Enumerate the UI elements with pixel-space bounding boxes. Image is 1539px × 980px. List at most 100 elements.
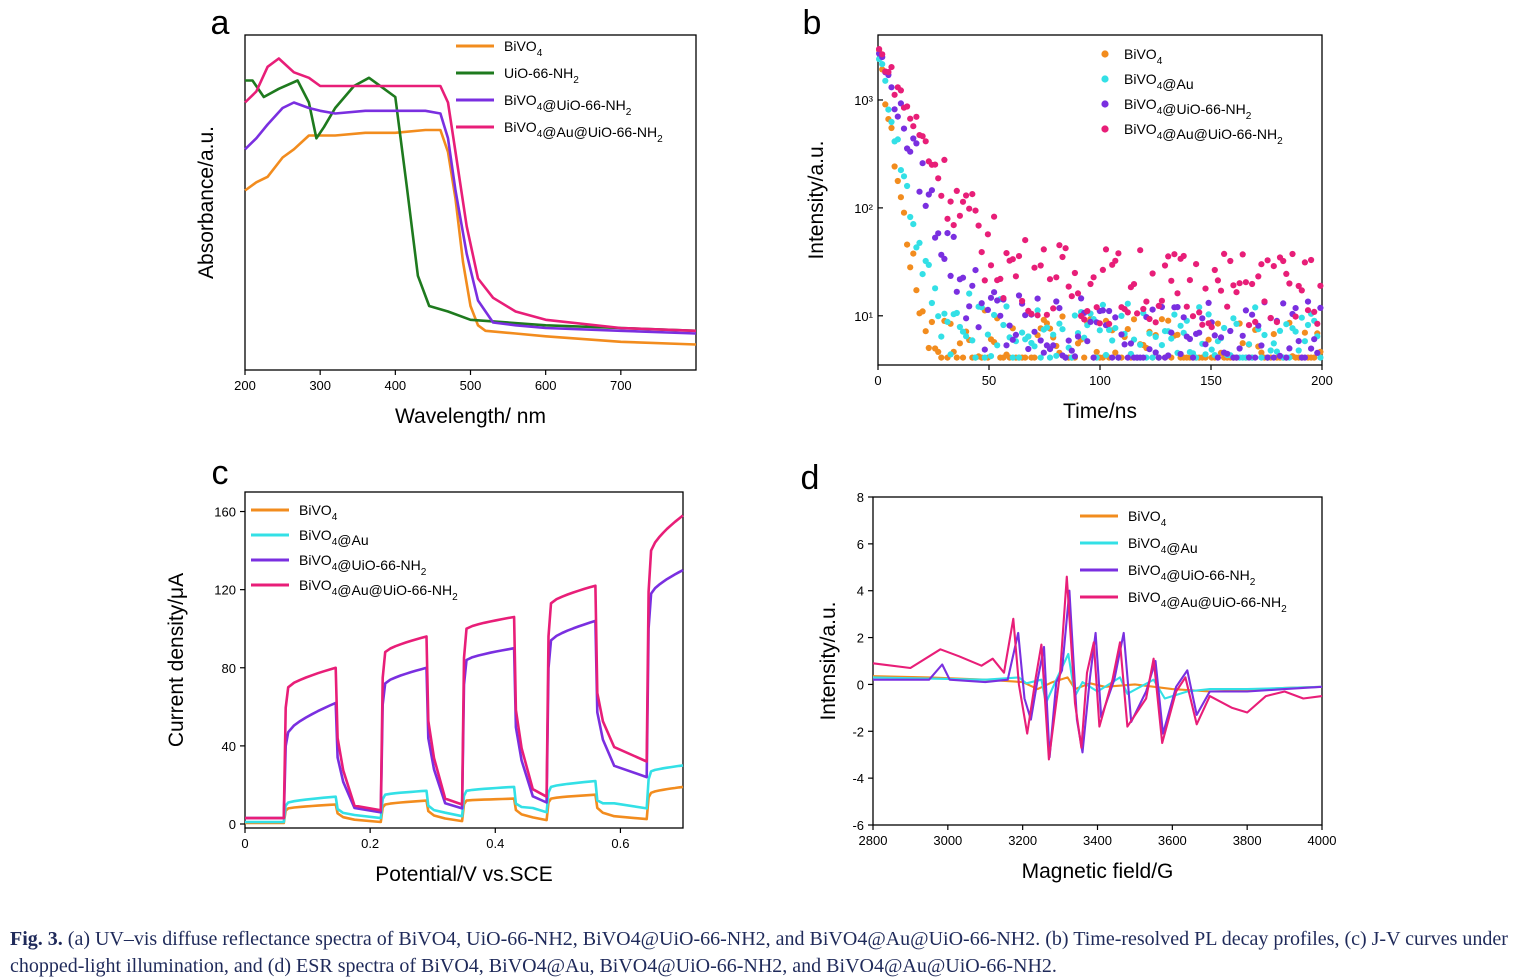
- panel-b-series-2-point: [997, 312, 1004, 319]
- panel-b-series-2-point: [1062, 354, 1069, 361]
- panel-b-series-3-point: [1174, 290, 1181, 297]
- panel-b-series-3-point: [1249, 280, 1256, 288]
- panel-c-y-tick-label-0: 0: [229, 817, 236, 832]
- panel-b-series-1-point: [907, 213, 914, 221]
- panel-b-series-2-point: [1283, 354, 1290, 361]
- panel-b-series-1-point: [1109, 337, 1116, 344]
- panel-b-series-2-point: [1236, 345, 1243, 352]
- panel-b-series-3-point: [1028, 310, 1035, 317]
- panel-b-series-3-point: [1255, 273, 1262, 280]
- panel-c-legend-label-1: BiVO4@Au: [299, 527, 369, 548]
- panel-b-series-2-point: [910, 135, 917, 142]
- panel-b-series-3-point: [1124, 309, 1131, 316]
- panel-b-series-3-point: [1236, 280, 1243, 287]
- panel-b-series-3-point: [1059, 253, 1066, 261]
- panel-b-series-3-point: [1289, 250, 1296, 258]
- panel-d-x-tick-label-4: 3600: [1158, 833, 1187, 848]
- panel-b-series-1-point: [953, 309, 960, 317]
- panel-b-series-2-point: [1217, 334, 1225, 341]
- panel-b-series-3-point: [1239, 251, 1246, 258]
- panel-b-series-2-point: [932, 234, 939, 241]
- panel-b-series-3-point: [1308, 256, 1315, 264]
- panel-d-series-3-line: [872, 575, 1323, 761]
- panel-b-series-0-point: [956, 340, 964, 347]
- panel-b-series-2-point: [1127, 340, 1134, 347]
- panel-b-series-2-point: [1106, 307, 1113, 315]
- panel-b-series-2-point: [1295, 338, 1302, 345]
- panel-b-series-3-point: [919, 133, 926, 140]
- panel-a-series-1-line: [245, 76, 697, 333]
- panel-b-series-2-point: [888, 84, 895, 91]
- panel-b-series-3-point: [950, 222, 957, 229]
- panel-b-series-1-point: [991, 311, 998, 319]
- panel-b-series-1-point: [1019, 329, 1026, 336]
- panel-b-series-3-point: [935, 175, 942, 182]
- panel-b-series-1-point: [1015, 354, 1023, 361]
- panel-b-series-2-point: [1140, 354, 1147, 361]
- panel-b-series-3-point: [1314, 320, 1321, 327]
- panel-b-series-1-point: [1295, 347, 1302, 354]
- panel-b-series-1-point: [1003, 303, 1010, 310]
- panel-b-series-3-point: [947, 198, 954, 205]
- panel-b-series-2-point: [1015, 292, 1023, 299]
- panel-b-series-1-point: [1292, 328, 1299, 335]
- panel-b-legend-marker-2: [1101, 100, 1109, 108]
- panel-b-series-2-point: [1189, 354, 1197, 361]
- panel-b-series-1-point: [882, 77, 889, 84]
- panel-b-series-2-point: [969, 282, 976, 289]
- panel-d-series-1-line: [872, 652, 1323, 705]
- panel-b-series-1-point: [987, 353, 995, 360]
- panel-d-y-tick-label-5: 4: [857, 584, 864, 599]
- panel-b-series-1-point: [900, 173, 908, 180]
- panel-b-series-2-point: [1065, 337, 1072, 344]
- panel-b-series-1-point: [1267, 347, 1274, 354]
- panel-b-series-1-point: [1112, 325, 1119, 332]
- panel-b-series-2-point: [1165, 352, 1172, 359]
- panel-b-series-3-point: [1230, 282, 1237, 289]
- panel-b-series-1-point: [1096, 327, 1103, 334]
- panel-b-series-1-point: [1196, 304, 1203, 311]
- panel-b-series-3-point: [1043, 311, 1050, 318]
- panel-d-x-tick-label-1: 3000: [933, 833, 962, 848]
- panel-b-series-2-point: [1286, 345, 1293, 352]
- panel-b-series-3-point: [1298, 287, 1305, 294]
- panel-b-series-1-point: [1050, 331, 1057, 338]
- panel-b-series-3-point: [1217, 287, 1225, 294]
- panel-b-series-2-point: [1180, 314, 1187, 321]
- panel-b-series-1-point: [1043, 324, 1050, 331]
- panel-b-series-2-point: [1202, 341, 1209, 348]
- panel-b-series-3-point: [991, 213, 998, 220]
- panel-b-series-0-point: [900, 209, 908, 216]
- panel-b-series-3-point: [944, 215, 951, 222]
- panel-b-series-0-point: [1174, 331, 1181, 338]
- panel-b-series-3-point: [1084, 308, 1091, 315]
- panel-b-x-tick-label-0: 0: [874, 373, 881, 388]
- panel-b-series-2-point: [935, 230, 942, 237]
- panel-b-series-3-point: [1227, 257, 1234, 265]
- panel-b-series-2-point: [1022, 312, 1029, 319]
- panel-b-series-3-point: [1165, 253, 1172, 260]
- panel-b-series-3-point: [1311, 308, 1318, 315]
- panel-b-series-3-point: [1221, 250, 1228, 257]
- panel-b-series-2-point: [1186, 335, 1193, 343]
- panel-d-y-label: Intensity/a.u.: [817, 601, 840, 720]
- panel-d-series-2-line: [873, 589, 1323, 759]
- panel-b-series-3-point: [978, 249, 985, 256]
- panel-b-series-0-point: [953, 354, 960, 361]
- panel-b-series-2-point: [1078, 295, 1085, 302]
- panel-b-y-tick-label-2: 10¹: [854, 309, 873, 324]
- panel-d-x-tick-label-2: 3200: [1008, 833, 1037, 848]
- panel-d-legend-label-2: BiVO4@UiO-66-NH2: [1128, 562, 1256, 588]
- panel-b-series-1-point: [994, 342, 1001, 349]
- panel-b-series-3-point: [1199, 321, 1206, 328]
- panel-b-series-2-point: [1012, 331, 1020, 338]
- panel-b-series-0-point: [910, 250, 917, 257]
- panel-b-series-2-point: [1242, 307, 1249, 314]
- panel-c-legend-label-3: BiVO4@Au@UiO-66-NH2: [299, 577, 458, 603]
- panel-b-series-1-point: [966, 290, 973, 297]
- panel-b-series-3-point: [997, 275, 1004, 282]
- panel-b-series-2-point: [1115, 354, 1122, 361]
- panel-b-series-2-point: [944, 230, 951, 237]
- panel-d-y-tick-label-4: 2: [857, 631, 864, 646]
- panel-b-series-2-point: [1056, 305, 1063, 312]
